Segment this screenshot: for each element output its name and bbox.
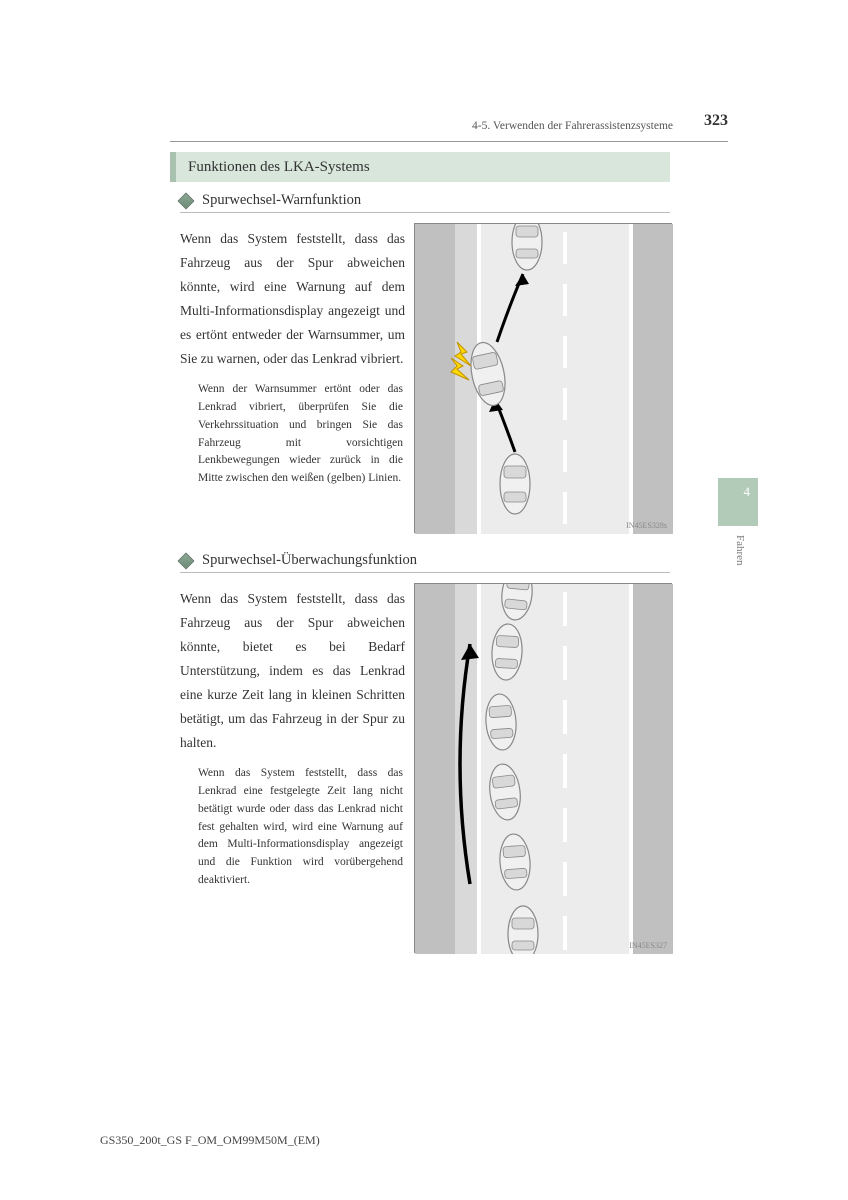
- figure-code-2: IN45ES327: [629, 941, 667, 950]
- chapter-title: 4-5. Verwenden der Fahrerassistenzsystem…: [472, 120, 673, 132]
- note-text-1: Wenn der Warnsummer ertönt oder das Lenk…: [198, 381, 403, 488]
- section-title: Funktionen des LKA-Systems: [188, 159, 370, 176]
- subsection-header-2: Spurwechsel-Überwachungsfunktion: [180, 552, 670, 573]
- section-title-bar: Funktionen des LKA-Systems: [170, 152, 670, 182]
- figure-code-1: IN45ES328s: [626, 521, 667, 530]
- diamond-icon: [178, 192, 195, 209]
- body-text-1: Wenn das System feststellt, dass das Fah…: [180, 227, 405, 371]
- diamond-icon: [178, 552, 195, 569]
- note-text-2: Wenn das System feststellt, dass das Len…: [198, 765, 403, 890]
- figure-warnfunktion: IN45ES328s: [414, 223, 672, 533]
- page-number: 323: [704, 112, 728, 130]
- subsection-header-1: Spurwechsel-Warnfunktion: [180, 192, 670, 213]
- sub-title-1: Spurwechsel-Warnfunktion: [202, 192, 361, 209]
- chapter-tab-label: Fahren: [732, 535, 746, 566]
- chapter-tab: 4: [718, 478, 758, 526]
- footer-code: GS350_200t_GS F_OM_OM99M50M_(EM): [100, 1133, 320, 1148]
- lane-keeping-diagram: [415, 584, 673, 954]
- chapter-tab-number: 4: [744, 484, 751, 500]
- lane-departure-warning-diagram: [415, 224, 673, 534]
- figure-ueberwachung: IN45ES327: [414, 583, 672, 953]
- page-header: 4-5. Verwenden der Fahrerassistenzsystem…: [170, 116, 728, 142]
- sub-title-2: Spurwechsel-Überwachungsfunktion: [202, 552, 417, 569]
- body-text-2: Wenn das System feststellt, dass das Fah…: [180, 587, 405, 755]
